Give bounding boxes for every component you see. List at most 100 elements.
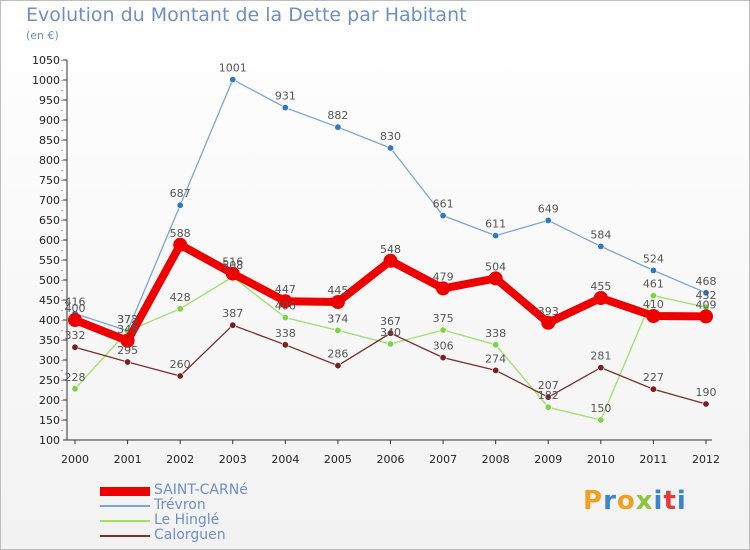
data-point — [124, 358, 132, 366]
y-tick-label: 150 — [39, 414, 60, 427]
data-label: 190 — [696, 386, 717, 399]
data-label: 286 — [327, 348, 348, 361]
data-label: 548 — [380, 243, 401, 256]
data-point — [383, 253, 398, 268]
data-label: 432 — [696, 289, 717, 302]
data-point — [71, 343, 79, 351]
data-point — [439, 354, 447, 362]
data-point — [597, 364, 605, 372]
data-point — [492, 232, 500, 240]
data-point — [541, 315, 556, 330]
proxiti-logo: Proxiti — [583, 486, 687, 516]
data-label: 295 — [117, 344, 138, 357]
data-point — [597, 242, 605, 250]
chart-subtitle: (en €) — [26, 29, 59, 42]
data-point — [71, 385, 79, 393]
data-label: 455 — [590, 280, 611, 293]
data-point — [334, 123, 342, 131]
data-label: 588 — [170, 227, 191, 240]
logo-letter: r — [603, 486, 617, 516]
y-tick-label: 200 — [39, 394, 60, 407]
y-tick-label: 950 — [39, 94, 60, 107]
data-label: 410 — [643, 298, 664, 311]
data-label: 931 — [275, 90, 296, 103]
data-label: 228 — [65, 371, 86, 384]
data-label: 468 — [696, 275, 717, 288]
y-tick-label: 350 — [39, 334, 60, 347]
legend-swatch — [100, 486, 150, 496]
data-label: 687 — [170, 187, 191, 200]
data-label: 400 — [65, 302, 86, 315]
y-tick-label: 650 — [39, 214, 60, 227]
x-tick-label: 2003 — [219, 453, 247, 466]
legend-label: Le Hinglé — [154, 512, 220, 528]
y-tick-label: 550 — [39, 254, 60, 267]
y-tick-label: 500 — [39, 274, 60, 287]
data-point — [120, 333, 135, 348]
y-tick-label: 600 — [39, 234, 60, 247]
data-label: 649 — [538, 202, 559, 215]
data-label: 461 — [643, 278, 664, 291]
data-label: 227 — [643, 371, 664, 384]
data-point — [649, 266, 657, 274]
legend-swatch — [100, 535, 150, 537]
data-point — [225, 266, 240, 281]
data-point — [646, 309, 661, 323]
data-label: 281 — [590, 350, 611, 363]
logo-letter: o — [616, 486, 636, 516]
x-tick-label: 2009 — [534, 453, 562, 466]
data-label: 524 — [643, 252, 664, 265]
data-label: 182 — [538, 389, 559, 402]
data-point — [176, 201, 184, 209]
y-tick-label: 900 — [39, 114, 60, 127]
y-tick-label: 1000 — [32, 74, 60, 87]
data-point — [544, 393, 552, 401]
y-tick-label: 100 — [39, 434, 60, 447]
legend-label: Trévron — [154, 497, 206, 513]
data-point — [334, 362, 342, 370]
data-label: 373 — [117, 313, 138, 326]
data-point — [281, 104, 289, 112]
y-tick-label: 700 — [39, 194, 60, 207]
data-point — [593, 291, 608, 305]
data-label: 306 — [433, 340, 454, 353]
data-label: 409 — [696, 298, 717, 311]
data-label: 372 — [117, 313, 138, 326]
data-label: 338 — [485, 327, 506, 340]
data-label: 584 — [590, 228, 611, 241]
x-tick-label: 2008 — [482, 453, 510, 466]
y-tick-label: 750 — [39, 174, 60, 187]
x-tick-label: 2011 — [639, 453, 667, 466]
data-label: 374 — [327, 312, 348, 325]
y-tick-label: 850 — [39, 134, 60, 147]
data-point — [229, 321, 237, 329]
data-label: 274 — [485, 352, 506, 365]
logo-letter: x — [635, 486, 654, 516]
x-tick-label: 2012 — [692, 453, 720, 466]
data-point — [439, 212, 447, 220]
logo-letter: i — [653, 486, 664, 516]
legend-swatch — [100, 505, 150, 507]
data-point — [492, 366, 500, 374]
x-tick-label: 2004 — [271, 453, 299, 466]
data-label: 150 — [590, 402, 611, 415]
y-tick-label: 800 — [39, 154, 60, 167]
data-point — [173, 237, 188, 252]
data-label: 830 — [380, 130, 401, 143]
chart-title: Evolution du Montant de la Dette par Hab… — [26, 4, 467, 26]
data-point — [699, 309, 713, 324]
x-tick-label: 2005 — [324, 453, 352, 466]
y-tick-label: 450 — [39, 294, 60, 307]
data-label: 445 — [327, 284, 348, 297]
data-point — [702, 400, 710, 408]
data-point — [597, 416, 605, 424]
data-point — [334, 326, 342, 334]
data-point — [176, 305, 184, 313]
data-label: 508 — [222, 259, 243, 272]
data-label: 516 — [222, 256, 243, 269]
data-label: 375 — [433, 312, 454, 325]
data-point — [278, 294, 293, 309]
data-label: 338 — [275, 327, 296, 340]
data-label: 611 — [485, 218, 506, 231]
data-point — [649, 292, 657, 300]
